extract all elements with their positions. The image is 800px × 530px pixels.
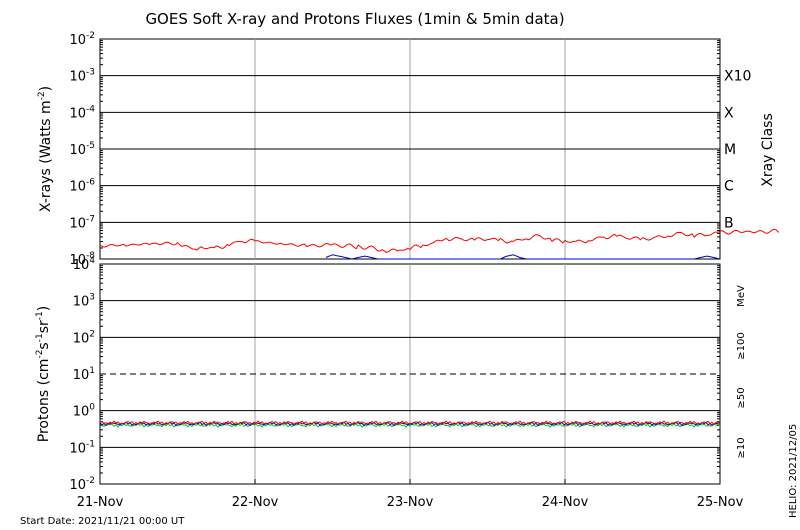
proton-y-tick-label: 102 (73, 329, 95, 346)
x-tick-label: 22-Nov (232, 495, 279, 510)
xray-class-label: X10 (724, 69, 751, 85)
xray-series-short (325, 254, 721, 260)
proton-y-tick-label: 10-1 (69, 439, 95, 456)
x-axis-ticks: 21-Nov 22-Nov 23-Nov 24-Nov 25-Nov (77, 479, 744, 510)
xray-class-label: M (724, 142, 736, 158)
proton-y-label-base: Protons (cm (36, 359, 52, 443)
proton-y-tick-label: 101 (73, 366, 95, 383)
proton-unit-label: MeV (736, 285, 747, 307)
x-tick-label: 23-Nov (387, 495, 434, 510)
proton-y-tick-label: 103 (73, 293, 95, 310)
credit-label: HELIO: 2021/12/05 (788, 424, 799, 518)
xray-class-axis-label: Xray Class (760, 113, 776, 187)
xray-grid (100, 39, 720, 259)
xray-y-axis-label-exp: -2 (37, 91, 47, 100)
xray-series-long (99, 228, 779, 253)
start-date: Start Date: 2021/11/21 00:00 UT (20, 516, 185, 527)
xray-series (99, 228, 779, 260)
xray-y-tick-label: 10-3 (69, 68, 95, 85)
proton-series-≥10 (100, 420, 721, 426)
xray-y-axis-label: X-rays (Watts m-2) (37, 86, 54, 212)
proton-legend-10: ≥10 (736, 437, 747, 458)
proton-series-≥100 (99, 422, 721, 428)
proton-y-tick-label: 100 (73, 403, 96, 420)
chart-title: GOES Soft X-ray and Protons Fluxes (1min… (145, 10, 564, 28)
proton-y-tick-label: 104 (73, 256, 96, 273)
proton-y-ticks: 10-2 10-1 100 101 102 103 104 (69, 256, 95, 493)
x-tick-label: 21-Nov (77, 495, 124, 510)
proton-legend-100: ≥100 (736, 332, 747, 359)
xray-y-tick-label: 10-6 (69, 178, 95, 195)
proton-y-label-mid2: sr (36, 320, 52, 333)
proton-y-axis-label: Protons (cm-2s-1sr-1) (35, 306, 52, 442)
proton-y-tick-label: 10-2 (69, 476, 95, 493)
xray-y-ticks: 10-8 10-7 10-6 10-5 10-4 10-3 10-2 (69, 31, 95, 268)
proton-grid (100, 264, 720, 484)
proton-y-label-exp3: -1 (35, 311, 45, 320)
proton-y-label-mid1: s (36, 342, 52, 349)
xray-y-tick-label: 10-8 (69, 251, 95, 268)
x-tick-label: 24-Nov (542, 495, 589, 510)
xray-y-tick-label: 10-5 (69, 141, 95, 158)
xray-y-tick-label: 10-7 (69, 214, 95, 231)
proton-series (99, 420, 721, 428)
xray-class-label: X (724, 105, 734, 121)
xray-y-axis-label-close: ) (38, 86, 54, 91)
x-tick-label: 25-Nov (697, 495, 744, 510)
proton-y-label-close: ) (36, 306, 52, 311)
proton-legend-50: ≥50 (736, 387, 747, 408)
xray-y-axis-label-base: X-rays (Watts m (38, 100, 54, 212)
xray-class-labels: B C M X X10 (724, 69, 751, 232)
xray-class-label: C (724, 179, 734, 195)
proton-y-label-exp2: -1 (35, 333, 45, 342)
xray-class-label: B (724, 215, 734, 231)
proton-y-label-exp1: -2 (35, 350, 45, 359)
xray-y-tick-label: 10-2 (69, 31, 95, 48)
xray-panel: 10-8 10-7 10-6 10-5 10-4 10-3 10-2 B C M X X10 X-r… (37, 31, 779, 268)
xray-y-tick-label: 10-4 (69, 104, 95, 121)
